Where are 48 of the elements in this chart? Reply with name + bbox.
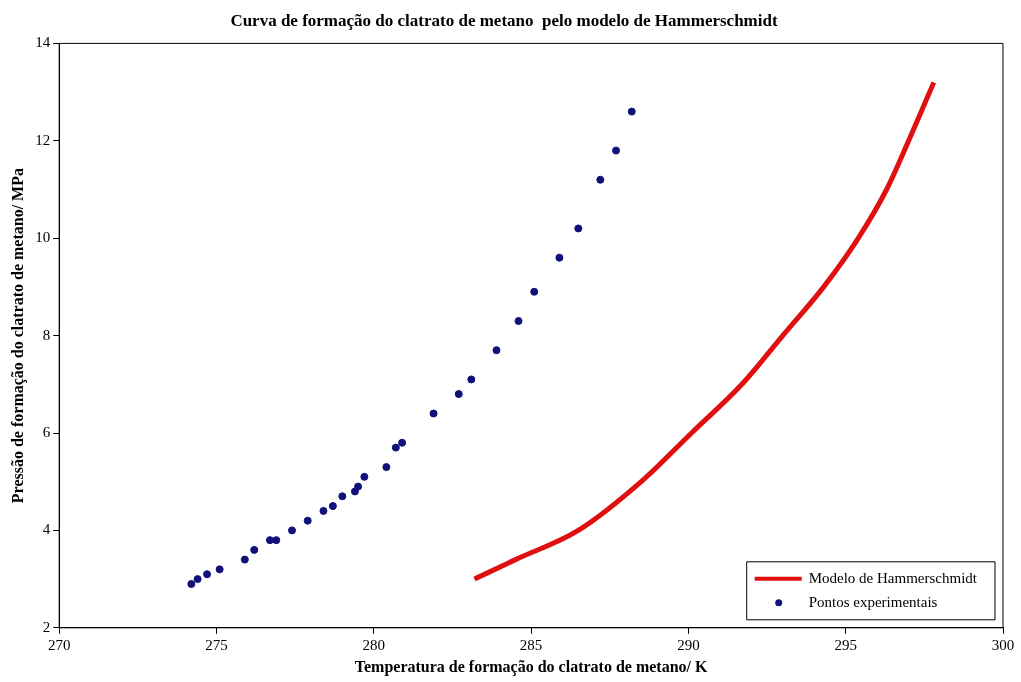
y-tick-label: 6 — [42, 423, 51, 440]
point — [454, 390, 463, 399]
point — [265, 536, 274, 545]
point — [338, 492, 347, 501]
y-tick-label: 12 — [35, 131, 51, 148]
point — [492, 346, 501, 355]
point — [398, 438, 407, 447]
point — [514, 316, 523, 325]
point — [467, 375, 476, 384]
point — [187, 579, 196, 588]
point — [596, 175, 605, 184]
x-tick-label: 290 — [677, 636, 700, 653]
point — [354, 482, 363, 491]
point — [215, 565, 224, 574]
y-tick-label: 4 — [42, 521, 51, 538]
y-axis-title: Pressão de formação do clatrato de metano/ MPa — [8, 168, 27, 504]
x-tick-label: 270 — [47, 636, 71, 653]
x-tick-label: 295 — [834, 636, 857, 653]
y-tick-label: 8 — [42, 326, 51, 343]
y-tick-label: 2 — [42, 618, 51, 635]
point — [530, 287, 539, 296]
y-tick-label: 14 — [35, 34, 51, 51]
point — [612, 146, 621, 155]
point — [240, 555, 249, 564]
point — [382, 463, 391, 472]
x-tick-label: 280 — [362, 636, 386, 653]
point — [429, 409, 438, 418]
point — [250, 545, 259, 554]
point — [272, 536, 281, 545]
point — [193, 575, 202, 584]
point — [574, 224, 583, 233]
point — [360, 472, 369, 481]
point — [288, 526, 296, 535]
point — [303, 516, 312, 525]
legend-label: Modelo de Hammerschmidt — [808, 569, 978, 586]
x-tick-label: 300 — [991, 636, 1015, 653]
chart-title: Curva de formação do clatrato de metano pelo modelo de Hammerschmidt — [230, 10, 778, 30]
x-tick-label: 285 — [519, 636, 543, 653]
x-axis-title: Temperatura de formação do clatrato de metano/ K — [354, 657, 708, 676]
point — [555, 253, 564, 262]
y-tick-label: 10 — [35, 229, 51, 246]
point — [328, 502, 337, 511]
point — [627, 107, 636, 116]
x-tick-label: 275 — [205, 636, 228, 653]
point — [391, 443, 400, 452]
legend-label: Pontos experimentais — [808, 593, 938, 610]
point — [319, 506, 328, 515]
point — [203, 570, 212, 579]
